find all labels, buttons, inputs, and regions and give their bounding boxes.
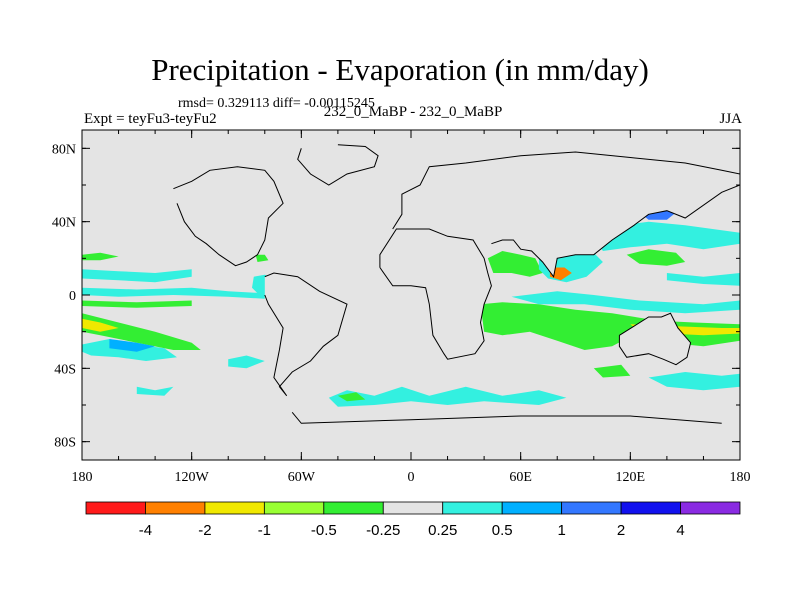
anomaly-band-north-pacific-east — [82, 269, 192, 283]
anomaly-cyan-west-pacific-north — [593, 221, 740, 251]
colorbar-box — [561, 501, 622, 515]
y-tick-label: 40N — [52, 216, 76, 231]
land-mask-3 — [82, 412, 740, 460]
colorbar-box — [323, 501, 384, 515]
anomaly-cyan-northwest-pacific-east — [666, 273, 740, 286]
anomaly-green-south-pacific-band — [82, 313, 201, 350]
anomaly-green-north-atlantic-edge — [255, 254, 269, 262]
colorbar-label: 1 — [557, 522, 565, 539]
land-mask-layer — [82, 148, 740, 460]
x-tick-label: 0 — [408, 470, 415, 485]
continent-outline-2 — [264, 272, 348, 397]
continent-outline-5 — [491, 184, 740, 278]
x-tick-label: 180 — [72, 470, 93, 485]
y-tick-label: 80S — [54, 436, 76, 451]
anomaly-green-equatorial-pacific — [82, 300, 192, 308]
x-tick-label: 120W — [175, 470, 210, 485]
x-tick-label: 60W — [288, 470, 316, 485]
anomaly-cyan-south-indian — [648, 372, 740, 391]
case-label: 232_0_MaBP - 232_0_MaBP — [323, 104, 503, 120]
colorbar-box — [204, 501, 265, 515]
colorbar-box — [442, 501, 503, 515]
anomaly-cyan-south-atlantic — [328, 386, 567, 407]
x-axis: 180 120W 60W 0 60E 120E 180 — [72, 130, 751, 485]
anomaly-green-arabian-sea — [487, 251, 543, 277]
colorbar-box — [263, 501, 325, 515]
colorbar-box — [680, 501, 741, 515]
anomaly-green-north-pacific — [82, 252, 119, 261]
plot-area — [81, 129, 741, 461]
colorbar-label: -1 — [258, 522, 271, 539]
colorbar-box — [382, 501, 444, 515]
x-tick-label: 120E — [616, 470, 646, 485]
anomaly-orange-india — [549, 267, 572, 281]
anomaly-green-south-indian — [593, 364, 631, 378]
y-tick-label: 80N — [52, 142, 76, 157]
continent-outline-0 — [297, 144, 379, 186]
anomaly-yellow-south-pacific — [82, 318, 119, 332]
colorbar-label: 4 — [676, 522, 684, 539]
continent-outline-7 — [291, 411, 722, 424]
colorbar-label: -2 — [198, 522, 211, 539]
y-axis: 80N 40N 0 40S 80S — [52, 142, 740, 451]
anomaly-green-northwest-pacific — [626, 249, 686, 266]
x-tick-label: 60E — [509, 470, 532, 485]
anomaly-cyan-indian-ocean — [511, 291, 740, 314]
colorbar-box — [501, 501, 563, 515]
stats-line: rmsd= 0.329113 diff= -0.00115245 — [178, 96, 375, 111]
continent-outline-3 — [392, 151, 740, 230]
colorbar-box — [85, 501, 146, 515]
anomaly-cyan-southern-atlantic — [136, 386, 174, 396]
colorbar-label: -0.5 — [311, 522, 337, 539]
colorbar-box — [145, 501, 206, 515]
main-title: Precipitation - Evaporation (in mm/day) — [151, 52, 649, 87]
y-tick-label: 0 — [69, 289, 76, 304]
season-label: JJA — [719, 111, 742, 127]
continent-outline-4 — [379, 228, 492, 360]
anomaly-cyan-south-pacific-tail — [228, 355, 265, 369]
continent-outline-1 — [173, 166, 284, 267]
colorbar-label: -4 — [139, 522, 152, 539]
x-tick-label: 180 — [730, 470, 751, 485]
colorbar-label: 0.25 — [428, 522, 457, 539]
colorbar-box — [620, 501, 681, 515]
colorbar-label: 0.5 — [492, 522, 513, 539]
expt-label: Expt = teyFu3-teyFu2 — [84, 111, 217, 127]
anomaly-band-equatorial-pacific — [82, 287, 265, 299]
continent-outline-6 — [618, 312, 692, 366]
land-mask-0 — [356, 148, 740, 360]
land-mask-1 — [191, 181, 293, 266]
land-mask-2 — [264, 273, 347, 396]
y-tick-label: 40S — [54, 362, 76, 377]
colorbar-label: 2 — [617, 522, 625, 539]
anomaly-blue-south-pacific — [109, 339, 156, 352]
colorbar-label: -0.25 — [366, 522, 400, 539]
continent-outline-layer — [173, 144, 740, 424]
land-mask-4 — [619, 313, 691, 365]
colorbar: -4 -2 -1 -0.5 -0.25 0.25 0.5 1 2 4 — [85, 501, 741, 539]
anomaly-green-south-atlantic — [337, 392, 366, 402]
